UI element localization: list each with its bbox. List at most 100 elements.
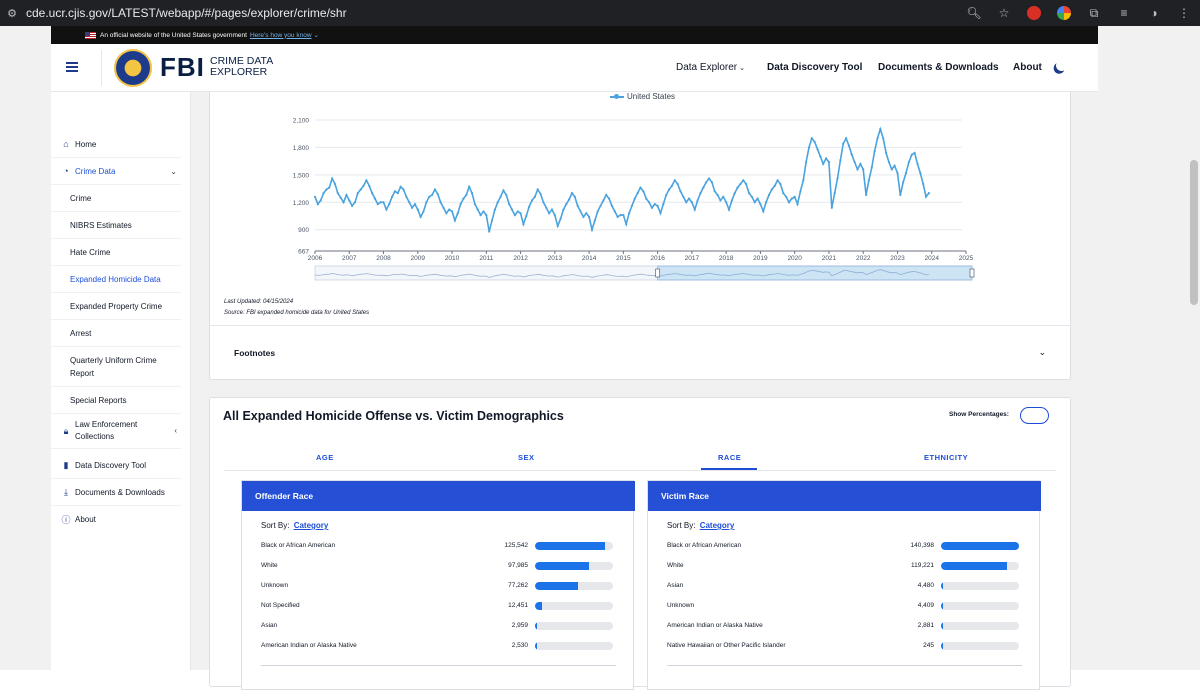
data-point bbox=[613, 210, 616, 213]
data-point bbox=[725, 201, 728, 204]
sidebar-item-crime[interactable]: Crime bbox=[51, 185, 181, 212]
data-point bbox=[473, 203, 476, 206]
profile-icon[interactable]: ◑ bbox=[1150, 6, 1158, 20]
tab-sex[interactable]: SEX bbox=[518, 453, 535, 462]
sidebar-item-law-enforcement[interactable]: 🔒︎ Law Enforcement Collections ‹ bbox=[51, 414, 181, 449]
data-point bbox=[488, 230, 491, 233]
sidebar-item-special-reports[interactable]: Special Reports bbox=[51, 387, 181, 414]
data-point bbox=[462, 197, 465, 200]
data-point bbox=[745, 182, 748, 186]
logo-cde[interactable]: CRIME DATA EXPLORER bbox=[210, 56, 273, 78]
demographics-tabs: AGE SEX RACE ETHNICITY bbox=[224, 446, 1056, 471]
hamburger-menu-icon[interactable] bbox=[66, 62, 78, 72]
data-point bbox=[605, 193, 608, 197]
site-header: FBI CRIME DATA EXPLORER Data Explorer ⌄ D… bbox=[51, 44, 1098, 92]
data-point bbox=[485, 213, 488, 217]
row-bar-fill bbox=[941, 562, 1008, 570]
data-point bbox=[833, 192, 836, 195]
data-point bbox=[493, 208, 496, 211]
chevron-down-icon: ⌄ bbox=[739, 65, 746, 72]
data-point bbox=[787, 201, 791, 204]
data-point bbox=[670, 184, 674, 187]
x-tick-label: 2019 bbox=[753, 255, 768, 262]
page-scrollbar[interactable] bbox=[1188, 26, 1200, 670]
row-label: Asian bbox=[667, 582, 684, 589]
sidebar-item-crime-data[interactable]: ◔ Crime Data ⌄ bbox=[51, 158, 181, 185]
sidebar-item-about[interactable]: ⓘ About bbox=[51, 506, 181, 533]
data-point bbox=[479, 213, 482, 217]
line-chart[interactable]: 667 900 1,200 1,500 1,800 2,100 2006 2007 2008 20… bbox=[210, 92, 1072, 292]
data-point bbox=[602, 199, 605, 202]
tab-race[interactable]: RACE bbox=[718, 453, 742, 462]
x-tick-label: 2022 bbox=[856, 255, 871, 262]
chevron-down-icon[interactable]: ⌄ bbox=[1038, 347, 1046, 357]
sort-by-category-link[interactable]: Category bbox=[699, 521, 735, 530]
info-icon: ⓘ bbox=[61, 515, 71, 525]
data-point bbox=[922, 182, 925, 186]
footnotes-toggle[interactable]: Footnotes bbox=[234, 348, 276, 358]
site-info-icon[interactable]: ⚙ bbox=[7, 7, 17, 20]
data-point bbox=[776, 179, 779, 182]
show-percentages-toggle[interactable] bbox=[1020, 407, 1049, 424]
x-tick-label: 2006 bbox=[308, 255, 323, 262]
data-point bbox=[767, 193, 771, 197]
logo-fbi[interactable]: FBI bbox=[160, 52, 205, 82]
sidebar-item-data-discovery[interactable]: ▮ Data Discovery Tool bbox=[51, 452, 181, 479]
gov-banner-text: An official website of the United States… bbox=[100, 31, 247, 39]
sidebar-item-arrest[interactable]: Arrest bbox=[51, 320, 181, 347]
nav-data-explorer-label: Data Explorer bbox=[676, 62, 738, 73]
dark-mode-moon-icon[interactable] bbox=[1055, 59, 1068, 72]
fbi-seal-icon[interactable] bbox=[114, 49, 152, 87]
sidebar-item-expanded-property[interactable]: Expanded Property Crime bbox=[51, 293, 181, 320]
chart-legend[interactable]: United States bbox=[610, 92, 675, 101]
row-label: American Indian or Alaska Native bbox=[261, 642, 357, 649]
data-point bbox=[813, 140, 816, 144]
sidebar-item-quarterly-ucr[interactable]: Quarterly Uniform Crime Report bbox=[51, 347, 181, 387]
nav-data-explorer[interactable]: Data Explorer ⌄ bbox=[676, 62, 745, 73]
data-point bbox=[707, 177, 711, 180]
data-point bbox=[713, 190, 716, 193]
nav-about[interactable]: About bbox=[1013, 62, 1042, 73]
sidebar-item-home[interactable]: ⌂ Home bbox=[51, 131, 181, 158]
scrollbar-thumb[interactable] bbox=[1190, 160, 1198, 305]
extensions-puzzle-icon[interactable]: ⧉ bbox=[1089, 5, 1099, 20]
data-point bbox=[528, 205, 531, 208]
data-point bbox=[593, 219, 596, 222]
extension-color-icon[interactable] bbox=[1056, 5, 1072, 21]
sidebar-item-documents[interactable]: ⤓ Documents & Downloads bbox=[51, 479, 181, 506]
row-label: Black or African American bbox=[667, 542, 742, 549]
row-bar bbox=[941, 602, 1019, 610]
zoom-icon[interactable]: 🔍︎ bbox=[966, 6, 982, 20]
tab-ethnicity[interactable]: ETHNICITY bbox=[924, 453, 969, 462]
data-point bbox=[770, 188, 773, 191]
data-point bbox=[556, 224, 559, 228]
sidebar-item-nibrs-estimates[interactable]: NIBRS Estimates bbox=[51, 212, 181, 239]
offender-race-panel: Offender Race Sort By: Category Black or… bbox=[241, 480, 635, 690]
data-point bbox=[899, 193, 902, 197]
address-bar[interactable]: cde.ucr.cjis.gov/LATEST/webapp/#/pages/e… bbox=[26, 6, 347, 20]
extension-red-icon[interactable] bbox=[1026, 5, 1042, 21]
browser-menu-icon[interactable]: ⋮ bbox=[1178, 6, 1190, 20]
nav-data-discovery-tool[interactable]: Data Discovery Tool bbox=[767, 62, 863, 73]
sort-by-category-link[interactable]: Category bbox=[293, 521, 329, 530]
data-point bbox=[490, 219, 494, 222]
data-point bbox=[313, 195, 317, 198]
sidebar-item-hate-crime[interactable]: Hate Crime bbox=[51, 239, 181, 266]
reading-list-icon[interactable]: ≡ bbox=[1120, 6, 1128, 20]
data-point bbox=[902, 181, 905, 184]
offender-row: Not Specified 12,451 bbox=[261, 599, 616, 613]
data-point bbox=[790, 197, 793, 200]
tab-age[interactable]: AGE bbox=[316, 453, 334, 462]
data-point bbox=[562, 208, 565, 211]
data-point bbox=[904, 171, 908, 175]
offender-row: American Indian or Alaska Native 2,530 bbox=[261, 639, 616, 653]
gov-banner-link[interactable]: Here's how you know bbox=[249, 31, 312, 39]
data-point bbox=[456, 212, 459, 215]
sidebar-item-label: Home bbox=[75, 139, 97, 149]
offender-row: Asian 2,959 bbox=[261, 619, 616, 633]
sidebar-item-expanded-homicide[interactable]: Expanded Homicide Data bbox=[51, 266, 181, 293]
nav-documents-downloads[interactable]: Documents & Downloads bbox=[878, 62, 999, 73]
data-point bbox=[850, 153, 853, 156]
chevron-down-icon[interactable]: ⌄ bbox=[313, 32, 319, 39]
bookmark-star-icon[interactable]: ☆ bbox=[998, 6, 1010, 20]
